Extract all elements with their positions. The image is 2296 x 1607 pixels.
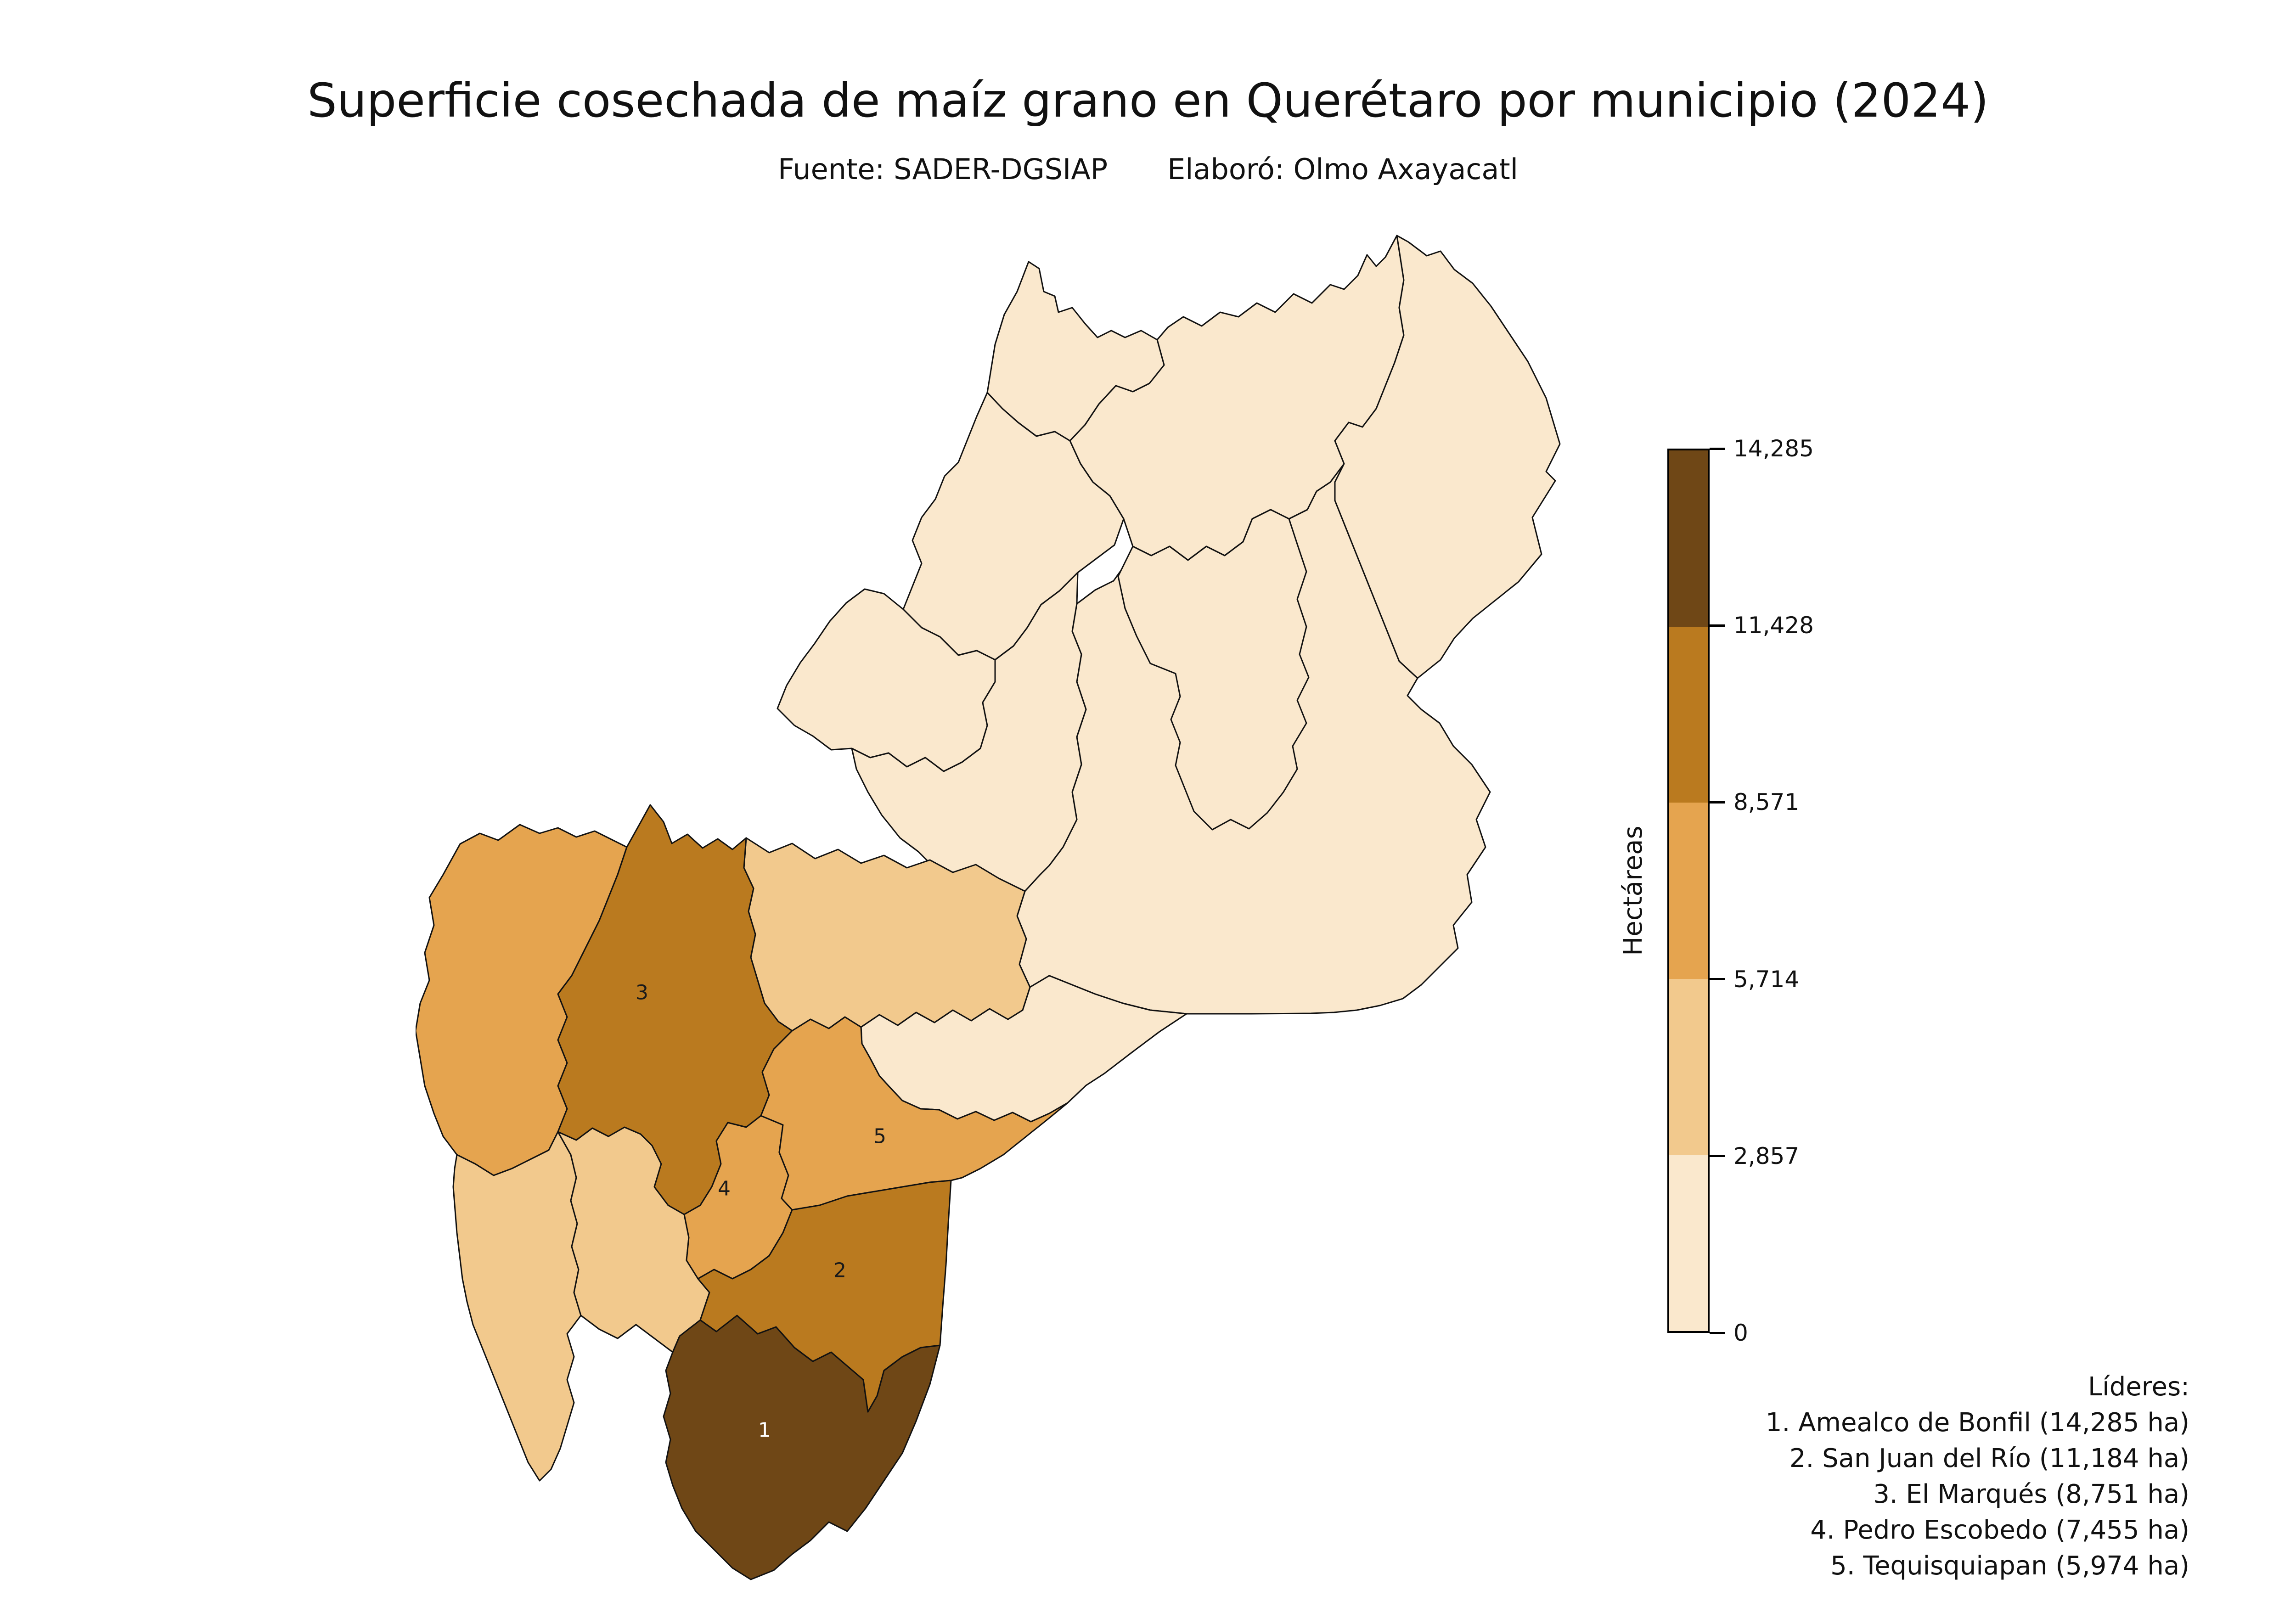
subtitle-source: Fuente: SADER-DGSIAP	[778, 152, 1108, 186]
colorbar-tick-label: 11,428	[1733, 612, 1814, 639]
leaders-item-2: 2. San Juan del Río (11,184 ha)	[1789, 1444, 2189, 1473]
colorbar	[1667, 449, 1710, 1333]
colorbar-tick	[1710, 801, 1725, 804]
choropleth-map: 1 3 4 5 2	[416, 235, 1561, 1580]
colorbar-tick-label: 8,571	[1733, 789, 1800, 816]
colorbar-tick-label: 5,714	[1733, 966, 1800, 993]
colorbar-tick-label: 0	[1733, 1320, 1748, 1346]
chart-title: Superficie cosechada de maíz grano en Qu…	[307, 73, 1989, 128]
map-label-region-18-san-juan-del-rio: 2	[833, 1259, 846, 1282]
map-region-08	[1117, 509, 1310, 831]
colorbar-tick	[1710, 1155, 1725, 1157]
colorbar-axis-label: Hectáreas	[1618, 826, 1648, 956]
leaders-item-5: 5. Tequisquiapan (5,974 ha)	[1830, 1551, 2189, 1581]
leaders-legend: Líderes: 1. Amealco de Bonfil (14,285 ha)…	[1766, 1369, 2189, 1584]
map-region-17-tequisquiapan	[760, 1016, 1069, 1211]
colorbar-tick	[1710, 1332, 1725, 1334]
colorbar-tick	[1710, 624, 1725, 627]
colorbar-tick	[1710, 447, 1725, 450]
colorbar-segment-4	[1669, 978, 1708, 1155]
colorbar-segment-3	[1669, 803, 1708, 979]
leaders-item-3: 3. El Marqués (8,751 ha)	[1873, 1479, 2189, 1509]
map-label-region-14-amealco-de-bonfil: 1	[758, 1419, 771, 1442]
leaders-item-4: 4. Pedro Escobedo (7,455 ha)	[1810, 1515, 2189, 1545]
map-label-region-16-pedro-escobedo: 4	[718, 1177, 731, 1201]
colorbar-tick	[1710, 978, 1725, 981]
colorbar-tick-label: 14,285	[1733, 435, 1814, 462]
colorbar-segment-5	[1669, 1155, 1708, 1331]
leaders-item-1: 1. Amealco de Bonfil (14,285 ha)	[1765, 1408, 2189, 1438]
colorbar-segment-1	[1669, 450, 1708, 627]
map-label-region-17-tequisquiapan: 5	[873, 1125, 886, 1148]
colorbar-segment-2	[1669, 626, 1708, 803]
leaders-heading: Líderes:	[2088, 1372, 2189, 1402]
map-label-region-15-el-marques: 3	[636, 981, 648, 1005]
colorbar-tick-label: 2,857	[1733, 1142, 1800, 1169]
chart-subtitle: Fuente: SADER-DGSIAP Elaboró: Olmo Axayac…	[0, 152, 2296, 186]
subtitle-author: Elaboró: Olmo Axayacatl	[1167, 152, 1518, 186]
map-region-18-san-juan-del-rio	[697, 1180, 952, 1413]
map-region-12	[452, 1131, 582, 1482]
map-region-03	[1334, 235, 1561, 679]
